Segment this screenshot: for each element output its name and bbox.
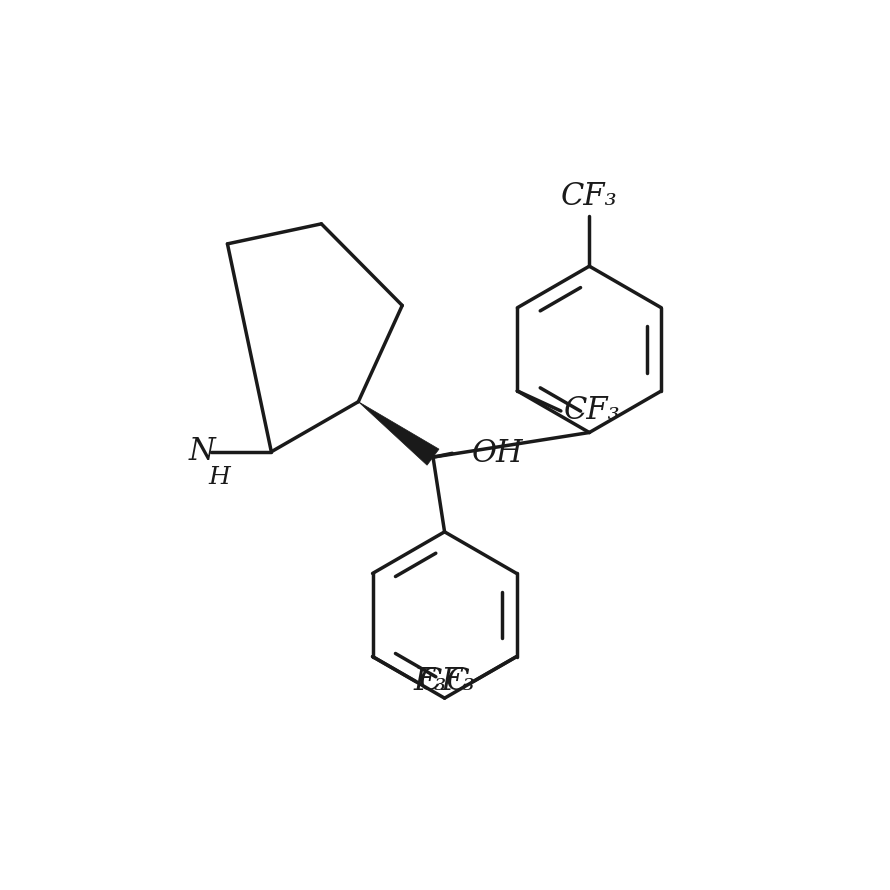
Text: N: N <box>189 436 215 467</box>
Text: H: H <box>209 466 231 490</box>
Polygon shape <box>359 401 439 465</box>
Text: CF₃: CF₃ <box>419 666 476 697</box>
Text: F₃C: F₃C <box>413 666 470 697</box>
Text: CF₃: CF₃ <box>561 181 618 212</box>
Text: CF₃: CF₃ <box>564 395 620 426</box>
Text: OH: OH <box>472 438 523 469</box>
